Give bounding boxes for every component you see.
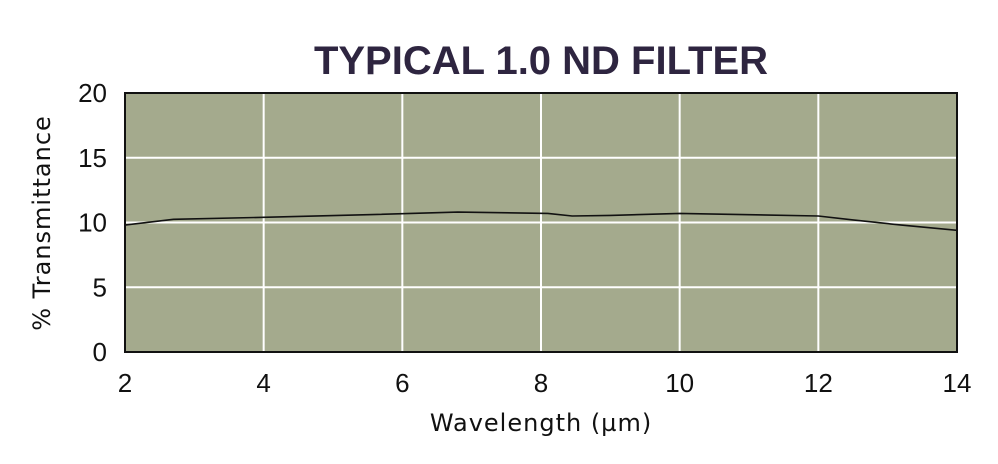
x-tick-label-10: 10 [665, 368, 694, 398]
x-tick-labels: 2 4 6 8 10 12 14 [118, 368, 972, 398]
plot-frame [124, 92, 958, 353]
series-line-0 [124, 211, 958, 232]
y-tick-label-10: 10 [78, 208, 107, 238]
y-axis-label: % Transmittance [28, 115, 56, 331]
x-tick-label-2: 2 [118, 368, 132, 398]
y-tick-label-20: 20 [78, 78, 107, 108]
x-axis-label: Wavelength (µm) [430, 409, 652, 437]
grid-lines [125, 93, 957, 352]
series-group [124, 211, 958, 232]
x-tick-label-12: 12 [804, 368, 833, 398]
x-tick-label-14: 14 [943, 368, 972, 398]
x-tick-label-8: 8 [534, 368, 548, 398]
y-tick-label-0: 0 [93, 337, 107, 367]
y-tick-label-5: 5 [93, 272, 107, 302]
x-tick-label-6: 6 [395, 368, 409, 398]
y-tick-labels: 0 5 10 15 20 [78, 78, 107, 367]
y-tick-label-15: 15 [78, 143, 107, 173]
x-tick-label-4: 4 [256, 368, 270, 398]
chart-title: TYPICAL 1.0 ND FILTER [314, 39, 768, 83]
